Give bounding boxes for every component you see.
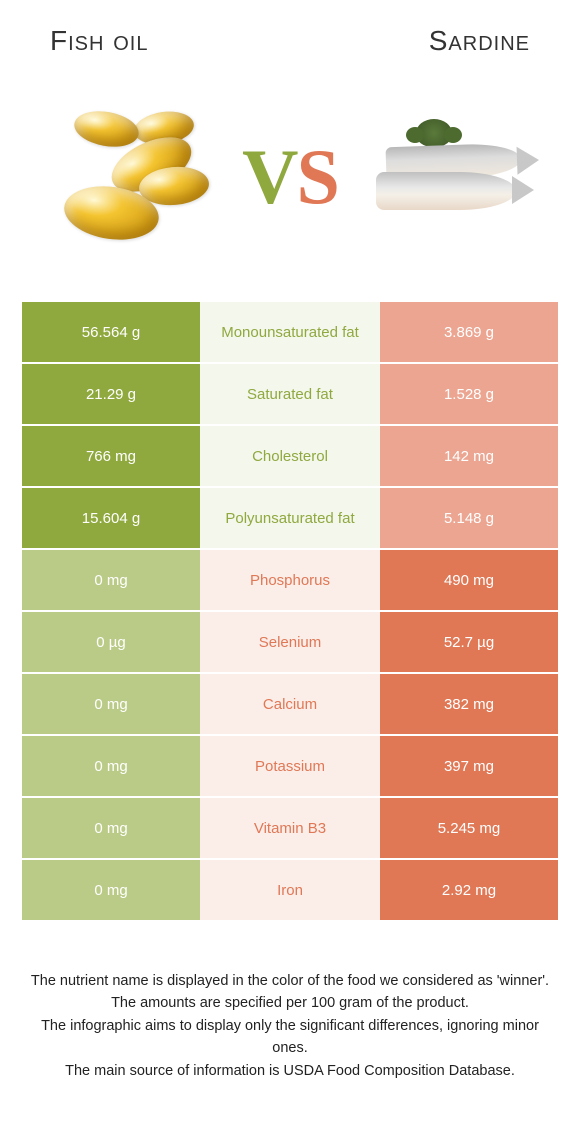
nutrient-row: 0 mgPhosphorus490 mg <box>22 550 558 610</box>
nutrient-label: Saturated fat <box>200 364 380 424</box>
right-value: 397 mg <box>380 736 558 796</box>
sardine-image <box>346 77 546 277</box>
footnote-line: The amounts are specified per 100 gram o… <box>30 992 550 1014</box>
footnote-line: The infographic aims to display only the… <box>30 1015 550 1060</box>
vs-label: VS <box>242 132 338 222</box>
nutrient-row: 766 mgCholesterol142 mg <box>22 426 558 486</box>
left-value: 0 mg <box>22 798 200 858</box>
footnote-line: The main source of information is USDA F… <box>30 1060 550 1082</box>
nutrient-label: Calcium <box>200 674 380 734</box>
right-value: 490 mg <box>380 550 558 610</box>
nutrient-label: Selenium <box>200 612 380 672</box>
footnotes: The nutrient name is displayed in the co… <box>30 970 550 1082</box>
left-value: 0 mg <box>22 860 200 920</box>
nutrient-row: 15.604 gPolyunsaturated fat5.148 g <box>22 488 558 548</box>
right-value: 52.7 µg <box>380 612 558 672</box>
footnote-line: The nutrient name is displayed in the co… <box>30 970 550 992</box>
nutrient-label: Cholesterol <box>200 426 380 486</box>
nutrient-row: 21.29 gSaturated fat1.528 g <box>22 364 558 424</box>
nutrient-label: Phosphorus <box>200 550 380 610</box>
images-row: VS <box>0 67 580 297</box>
right-value: 3.869 g <box>380 302 558 362</box>
header: Fish oil Sardine <box>0 0 580 67</box>
left-value: 0 µg <box>22 612 200 672</box>
nutrient-row: 0 mgCalcium382 mg <box>22 674 558 734</box>
left-value: 15.604 g <box>22 488 200 548</box>
right-value: 5.148 g <box>380 488 558 548</box>
right-value: 5.245 mg <box>380 798 558 858</box>
left-value: 0 mg <box>22 550 200 610</box>
left-food-title: Fish oil <box>50 25 148 57</box>
right-food-title: Sardine <box>429 25 530 57</box>
right-value: 2.92 mg <box>380 860 558 920</box>
nutrient-label: Iron <box>200 860 380 920</box>
nutrient-row: 0 µgSelenium52.7 µg <box>22 612 558 672</box>
vs-v: V <box>242 133 296 220</box>
nutrient-row: 56.564 gMonounsaturated fat3.869 g <box>22 302 558 362</box>
left-value: 0 mg <box>22 674 200 734</box>
nutrient-label: Monounsaturated fat <box>200 302 380 362</box>
vs-s: S <box>296 133 337 220</box>
left-value: 0 mg <box>22 736 200 796</box>
nutrient-label: Potassium <box>200 736 380 796</box>
left-value: 21.29 g <box>22 364 200 424</box>
nutrient-label: Vitamin B3 <box>200 798 380 858</box>
fish-oil-image <box>34 77 234 277</box>
nutrient-label: Polyunsaturated fat <box>200 488 380 548</box>
left-value: 56.564 g <box>22 302 200 362</box>
left-value: 766 mg <box>22 426 200 486</box>
right-value: 382 mg <box>380 674 558 734</box>
nutrient-row: 0 mgIron2.92 mg <box>22 860 558 920</box>
right-value: 1.528 g <box>380 364 558 424</box>
nutrient-row: 0 mgVitamin B35.245 mg <box>22 798 558 858</box>
right-value: 142 mg <box>380 426 558 486</box>
nutrient-table: 56.564 gMonounsaturated fat3.869 g21.29 … <box>22 302 558 920</box>
nutrient-row: 0 mgPotassium397 mg <box>22 736 558 796</box>
